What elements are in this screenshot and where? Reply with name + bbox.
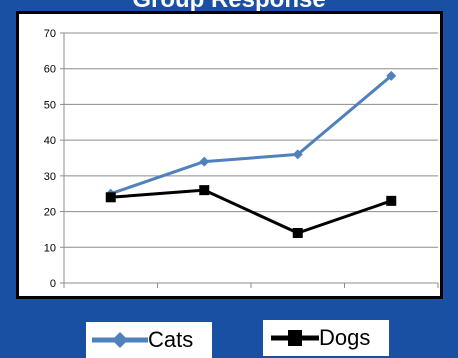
- legend-item-dogs: Dogs: [263, 320, 389, 356]
- dogs-legend-marker-icon: [271, 330, 319, 346]
- legend-item-cats: Cats: [86, 322, 212, 358]
- y-tick-label: 30: [44, 171, 56, 183]
- y-tick-label: 10: [44, 242, 56, 254]
- data-point-dogs: [199, 185, 210, 196]
- chart-panel: 0102030405060709/12 - 9/189/19 - 9/259/2…: [16, 11, 443, 308]
- chart-title: Group Response: [0, 0, 458, 14]
- data-point-dogs: [386, 195, 397, 206]
- series-line-cats: [110, 74, 393, 196]
- legend-label-dogs: Dogs: [319, 325, 371, 350]
- data-point-cats: [199, 156, 210, 167]
- legend-label-cats: Cats: [148, 327, 194, 352]
- y-tick-label: 50: [44, 99, 56, 111]
- y-tick-label: 0: [50, 278, 56, 290]
- y-tick-label: 20: [44, 207, 56, 219]
- y-tick-label: 40: [44, 135, 56, 147]
- data-point-cats: [386, 70, 397, 81]
- y-tick-label: 60: [44, 64, 56, 76]
- data-point-cats: [292, 149, 303, 160]
- data-point-dogs: [105, 192, 116, 203]
- y-tick-label: 70: [44, 28, 56, 40]
- line-chart: 0102030405060709/12 - 9/189/19 - 9/259/2…: [44, 28, 439, 308]
- data-point-dogs: [292, 228, 303, 238]
- series-line-dogs: [110, 188, 392, 235]
- cats-legend-marker-icon: [92, 332, 148, 348]
